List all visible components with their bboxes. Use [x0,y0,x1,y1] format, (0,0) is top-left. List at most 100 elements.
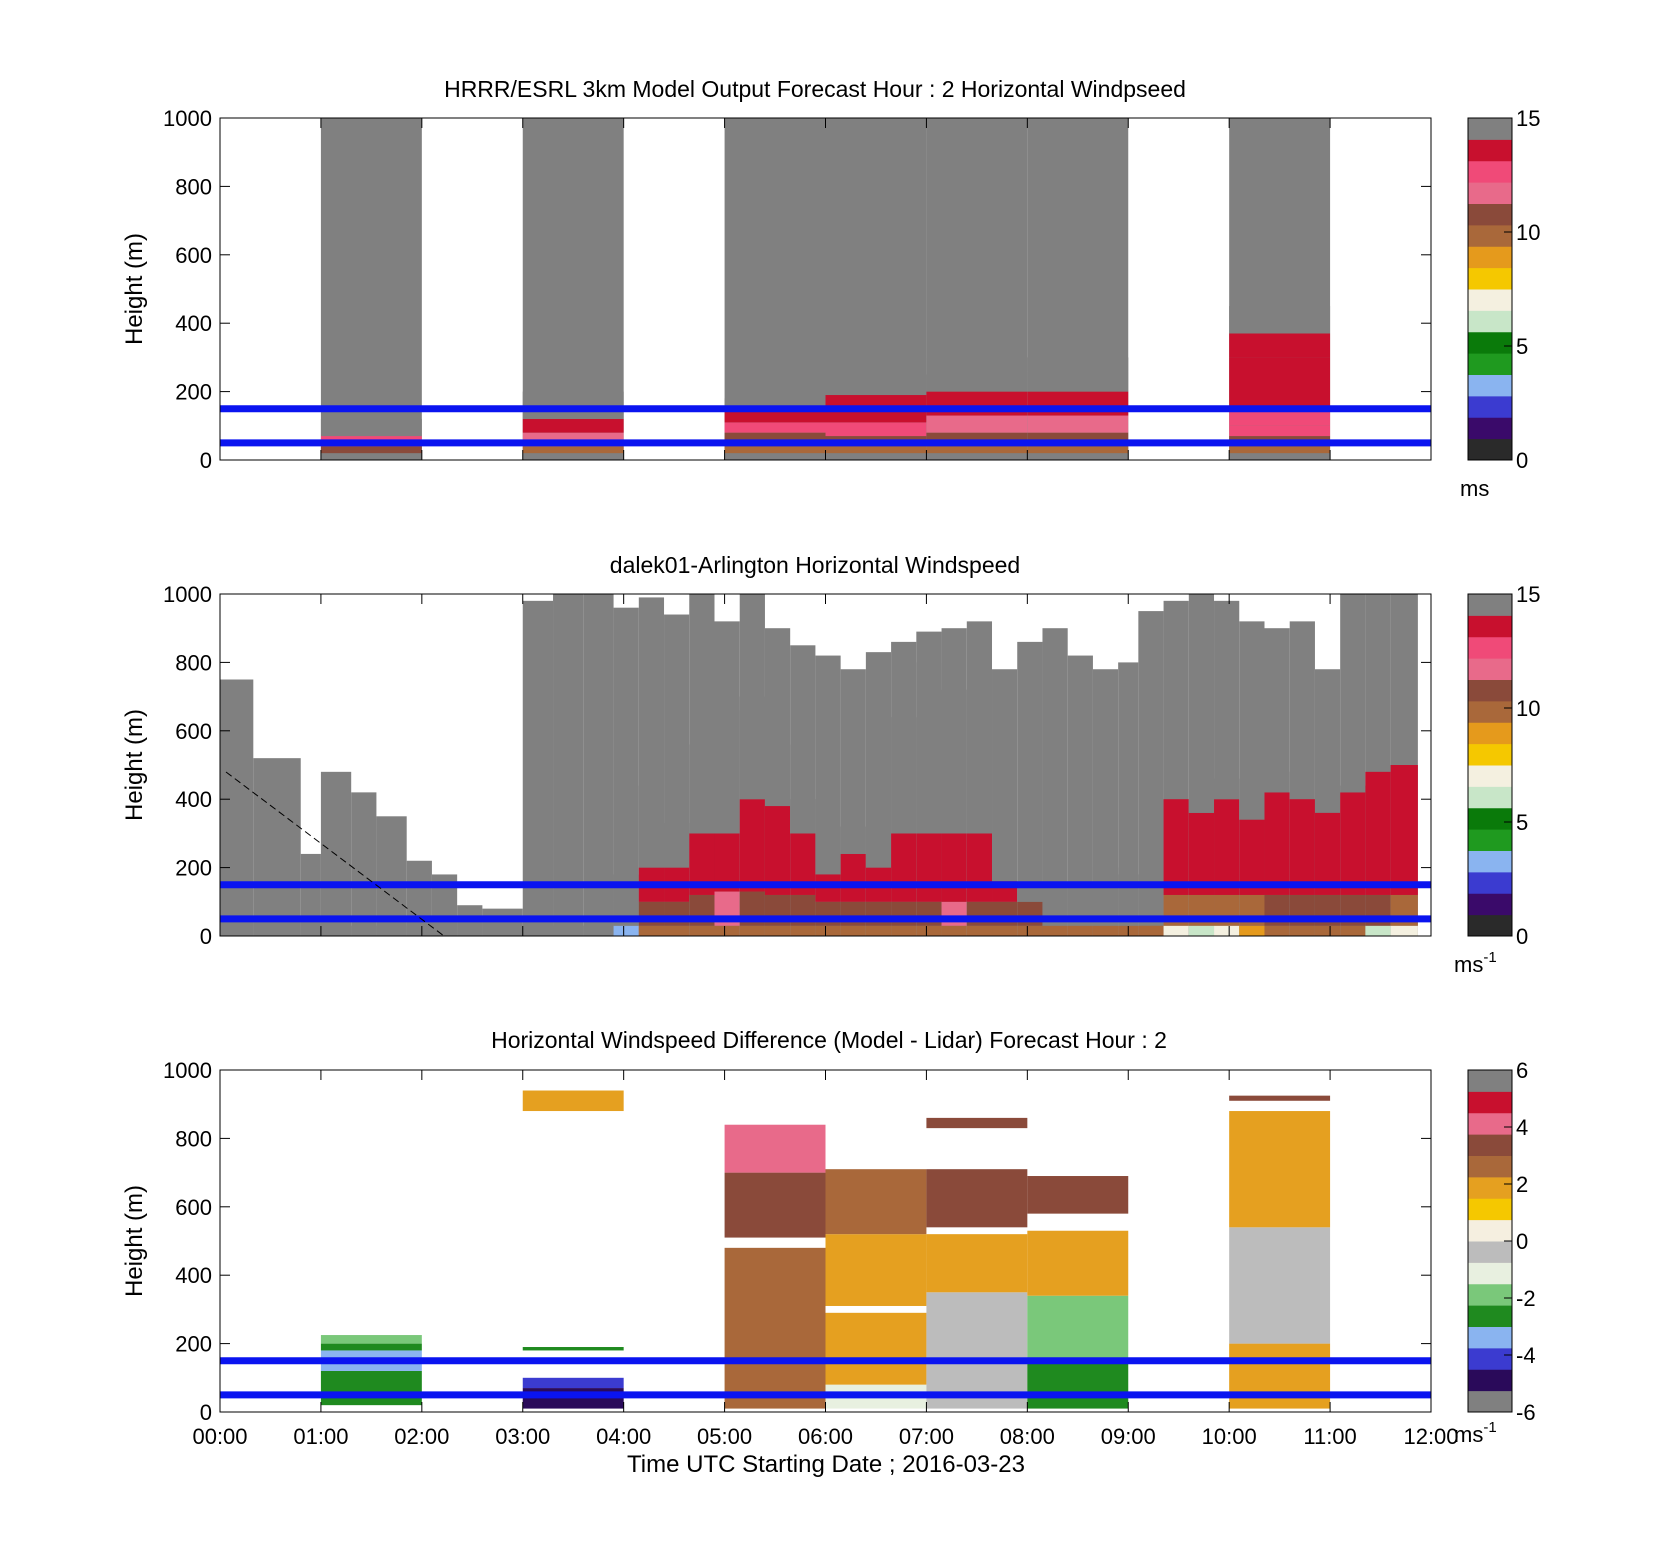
lidar-missing-column-4 [351,792,377,936]
model-colorbar: 0 5 10 15 ms [1460,106,1540,501]
lidar-cell-2-0 [300,922,321,936]
model-cell-0-2 [320,427,422,437]
difference-colorbar-segment-0 [1468,1390,1512,1413]
lidar-missing-column-11 [553,594,584,936]
model-colorbar-segment-8 [1468,267,1512,290]
difference-cell-5-0 [1027,1360,1129,1409]
difference-colorbar-segment-6 [1468,1262,1512,1285]
difference-y-tick-label-3: 600 [175,1195,212,1220]
lidar-cell-17-0 [714,925,740,936]
difference-cell-1-1 [522,1377,624,1389]
lidar-cell-20-3 [790,799,816,834]
lidar-cell-39-0 [1264,925,1290,936]
lidar-colorbar-segment-8 [1468,743,1512,766]
lidar-cell-18-0 [739,925,765,936]
lidar-colorbar-tick-label-0: 0 [1516,924,1528,949]
lidar-cell-18-3 [739,696,765,800]
lidar-cell-13-0 [613,925,639,936]
lidar-cell-15-3 [664,823,690,868]
lidar-colorbar-tick-label-3: 15 [1516,582,1540,607]
difference-colorbar-segment-12 [1468,1134,1512,1156]
model-cell-3-4 [825,374,927,396]
difference-colorbar-tick-label-0: -6 [1516,1400,1536,1425]
lidar-cell-43-2 [1365,771,1391,895]
lidar-colorbar-segment-10 [1468,700,1512,723]
difference-x-tick-label-4: 04:00 [596,1424,651,1449]
difference-colorbar-tick-label-2: -2 [1516,1286,1536,1311]
lidar-cell-16-3 [689,744,715,834]
model-y-ticks: 0 200 400 600 800 1000 [163,106,1431,473]
lidar-cell-28-0 [992,925,1018,936]
model-cell-6-3 [1229,408,1331,426]
lidar-missing-column-33 [1118,662,1139,936]
model-cell-6-0 [1229,446,1331,454]
lidar-cell-26-2 [941,833,967,902]
lidar-cell-38-0 [1239,925,1265,936]
lidar-cell-32-0 [1092,925,1119,936]
lidar-cell-15-0 [664,925,690,936]
model-cell-3-0 [825,446,927,454]
lidar-cell-37-0 [1214,925,1240,936]
model-colorbar-segment-13 [1468,160,1512,183]
model-colorbar-segment-10 [1468,224,1512,247]
lidar-colorbar-segment-14 [1468,615,1512,638]
lidar-cell-0-0 [220,922,254,936]
difference-colorbar-segment-14 [1468,1091,1512,1114]
lidar-cell-22-2 [840,853,866,902]
model-colorbar-segment-4 [1468,353,1512,375]
lidar-colorbar-frame [1467,593,1513,937]
lidar-colorbar-segment-13 [1468,636,1512,659]
lidar-cell-23-0 [865,925,892,936]
lidar-cell-27-3 [966,689,993,834]
difference-colorbar-unit: ms-1 [1454,1419,1497,1447]
lidar-colorbar: 0 5 10 15 ms-1 [1454,582,1540,977]
model-colorbar-segment-1 [1468,417,1512,440]
difference-cell-2-2 [724,1124,826,1173]
difference-cell-1-3 [522,1090,624,1112]
model-colorbar-segment-6 [1468,310,1512,333]
lidar-colorbar-segment-3 [1468,850,1512,873]
difference-y-tick-label-0: 0 [200,1400,212,1425]
difference-colorbar-tick-label-5: 4 [1516,1115,1528,1140]
difference-panel: Horizontal Windspeed Difference (Model -… [121,1027,1536,1478]
difference-colorbar-segment-3 [1468,1326,1512,1349]
difference-cell-4-2 [926,1234,1028,1293]
model-cell-4-4 [926,371,1028,392]
model-y-tick-label-4: 800 [175,174,212,199]
lidar-cell-36-3 [1188,799,1215,813]
model-y-axis-label: Height (m) [121,233,148,345]
lidar-colorbar-segment-2 [1468,871,1512,894]
model-x-tickmarks [219,118,1432,460]
model-y-tick-label-5: 1000 [163,106,212,131]
lidar-cell-26-3 [941,689,967,834]
lidar-cell-31-0 [1067,925,1093,936]
model-colorbar-segment-3 [1468,374,1512,397]
lidar-cell-39-3 [1264,771,1290,793]
model-colorbar-segment-15 [1468,118,1512,140]
difference-cell-2-0 [724,1247,826,1409]
difference-colorbar-segment-10 [1468,1176,1512,1199]
difference-y-axis-label: Height (m) [121,1185,148,1297]
difference-cell-6-3 [1229,1095,1331,1101]
difference-colorbar-tick-label-1: -4 [1516,1343,1536,1368]
lidar-colorbar-segment-12 [1468,658,1512,680]
model-missing-column-0 [320,118,422,460]
model-cell-5-2 [1027,415,1129,433]
difference-y-tick-label-4: 800 [175,1126,212,1151]
lidar-colorbar-segment-4 [1468,829,1512,851]
lidar-cell-27-2 [966,833,993,902]
lidar-cell-34-0 [1138,925,1164,936]
lidar-cell-12-0 [583,925,614,936]
difference-x-tick-label-8: 08:00 [1000,1424,1055,1449]
lidar-colorbar-segment-0 [1468,914,1512,937]
lidar-colorbar-segment-6 [1468,786,1512,809]
difference-x-tick-label-7: 07:00 [899,1424,954,1449]
lidar-panel: dalek01-Arlington Horizontal Windspeed 0… [121,552,1540,977]
difference-cell-4-3 [926,1169,1028,1228]
lidar-colorbar-segment-15 [1468,594,1512,616]
lidar-cell-3-0 [320,925,352,936]
model-cell-6-2 [1229,425,1331,437]
model-colorbar-segment-5 [1468,331,1512,354]
model-colorbar-frame [1467,117,1513,461]
